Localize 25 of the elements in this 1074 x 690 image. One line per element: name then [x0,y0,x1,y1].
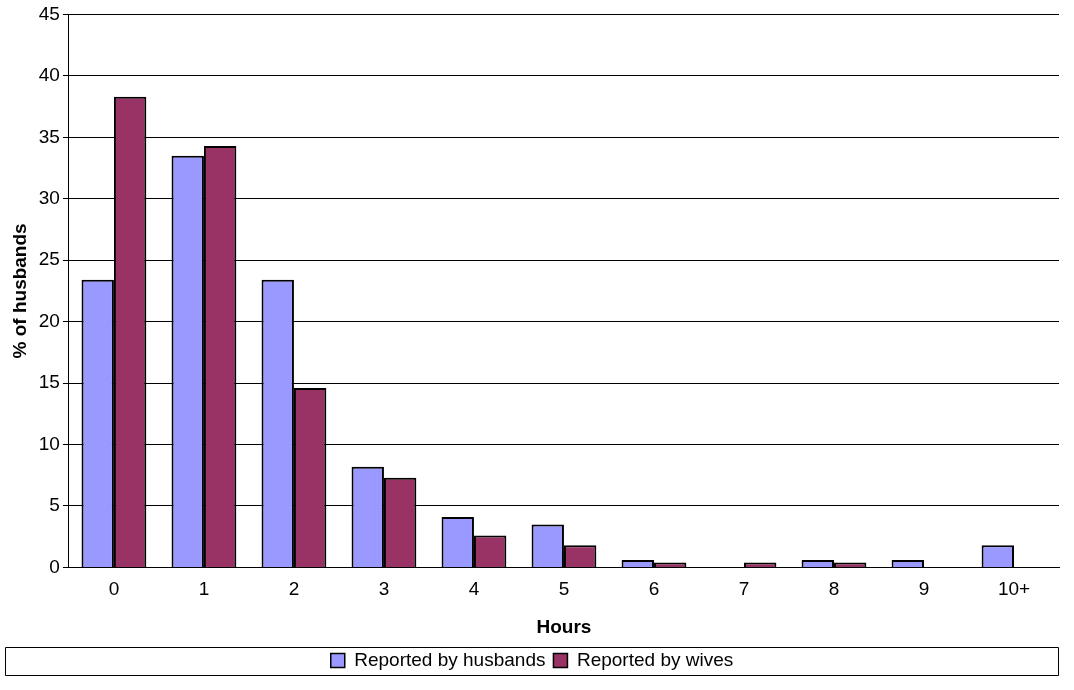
legend-label: Reported by wives [576,648,734,670]
y-tick-label: 10 [38,432,60,454]
x-tick-label: 10+ [997,578,1031,600]
x-tick-label: 8 [828,578,840,600]
y-tick-label: 0 [49,555,60,577]
x-tick-label: 6 [648,578,660,600]
y-tick-label: 30 [38,186,60,208]
x-tick-label: 2 [288,578,300,600]
x-tick-label: 3 [378,578,390,600]
y-tick-label: 25 [38,248,60,270]
x-axis-title: Hours [536,615,592,637]
x-tick-label: 1 [198,578,210,600]
y-tick-label: 15 [38,371,60,393]
y-axis-title: % of husbands [8,223,30,359]
x-tick-label: 0 [108,578,120,600]
x-tick-label: 7 [738,578,750,600]
y-tick-label: 5 [49,494,60,516]
y-tick-label: 45 [38,2,60,24]
x-tick-label: 5 [558,578,570,600]
y-tick-label: 20 [38,309,60,331]
x-tick-label: 4 [468,578,480,600]
x-tick-label: 9 [918,578,930,600]
y-tick-label: 40 [38,64,60,86]
y-tick-label: 35 [38,125,60,147]
legend-label: Reported by husbands [354,648,546,670]
